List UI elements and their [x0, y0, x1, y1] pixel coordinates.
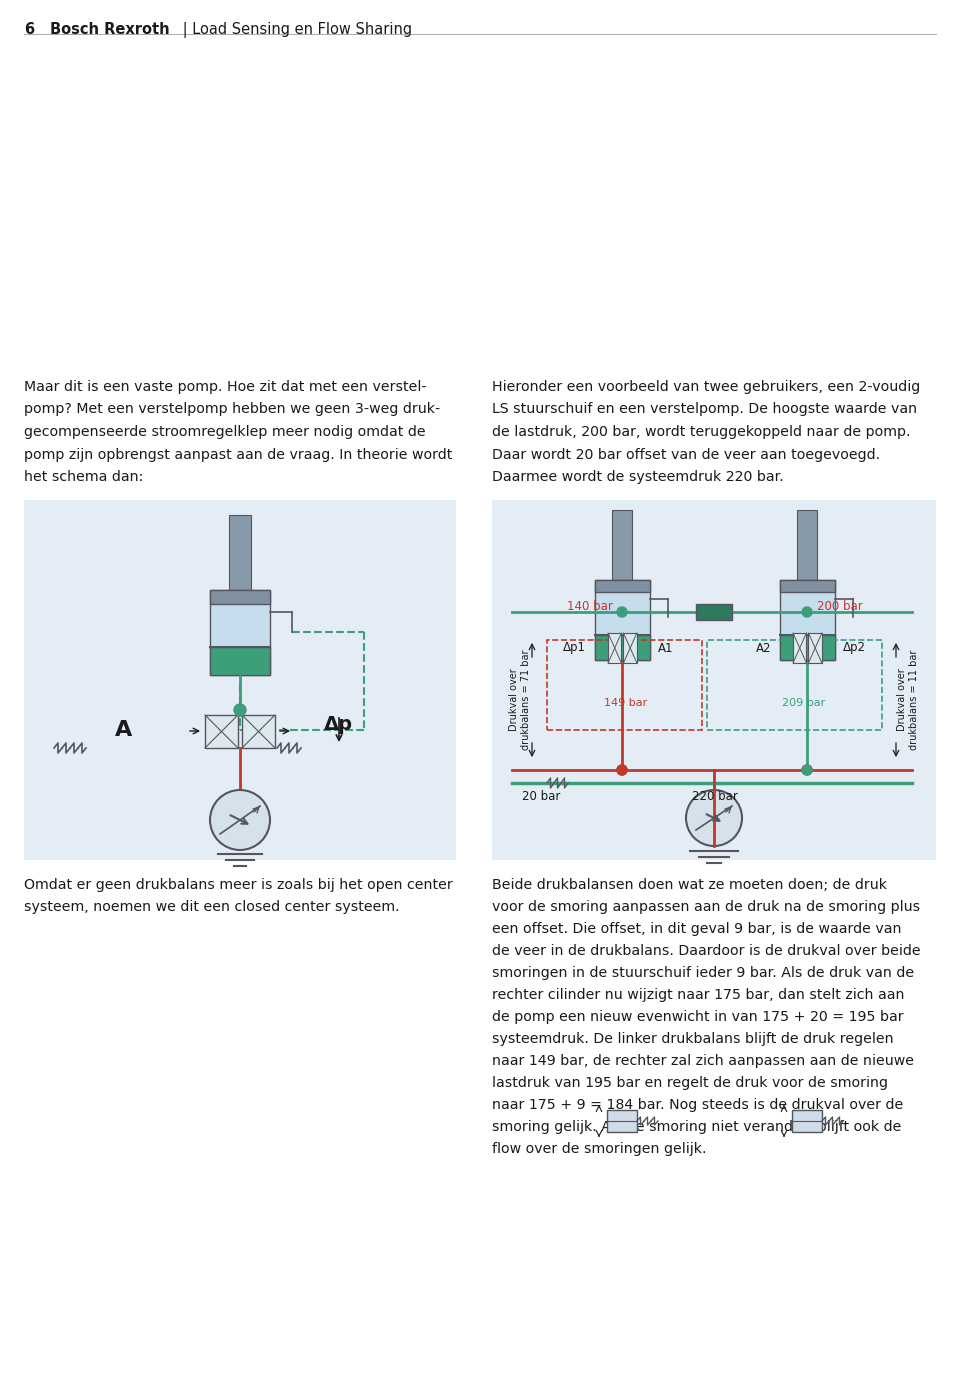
- Text: Δp2: Δp2: [843, 642, 866, 655]
- Bar: [210, 591, 270, 605]
- Bar: [608, 632, 621, 663]
- Text: Drukval over
drukbalans = 11 bar: Drukval over drukbalans = 11 bar: [898, 649, 919, 751]
- Text: Daarmee wordt de systeemdruk 220 bar.: Daarmee wordt de systeemdruk 220 bar.: [492, 469, 783, 483]
- Circle shape: [802, 765, 812, 775]
- Text: de pomp een nieuw evenwicht in van 175 + 20 = 195 bar: de pomp een nieuw evenwicht in van 175 +…: [492, 1010, 903, 1024]
- Bar: [594, 579, 650, 592]
- Bar: [229, 515, 251, 591]
- Bar: [780, 579, 834, 592]
- Text: Daar wordt 20 bar offset van de veer aan toegevoegd.: Daar wordt 20 bar offset van de veer aan…: [492, 447, 880, 461]
- Bar: [792, 1110, 822, 1133]
- Text: smoringen in de stuurschuif ieder 9 bar. Als de druk van de: smoringen in de stuurschuif ieder 9 bar.…: [492, 965, 914, 981]
- Bar: [210, 646, 270, 676]
- Text: 209 bar: 209 bar: [782, 698, 826, 708]
- Circle shape: [686, 790, 742, 846]
- Text: 6: 6: [24, 22, 35, 38]
- Bar: [242, 715, 275, 748]
- Text: | Load Sensing en Flow Sharing: | Load Sensing en Flow Sharing: [178, 22, 412, 38]
- Text: LS stuurschuif en een verstelpomp. De hoogste waarde van: LS stuurschuif en een verstelpomp. De ho…: [492, 403, 917, 417]
- Text: 140 bar: 140 bar: [567, 600, 612, 613]
- Text: naar 175 + 9 = 184 bar. Nog steeds is de drukval over de: naar 175 + 9 = 184 bar. Nog steeds is de…: [492, 1098, 903, 1112]
- Bar: [24, 500, 456, 859]
- Bar: [547, 639, 702, 730]
- Text: Bosch Rexroth: Bosch Rexroth: [50, 22, 170, 38]
- Bar: [707, 639, 882, 730]
- Bar: [612, 510, 632, 579]
- Bar: [492, 500, 936, 859]
- Text: smoring gelijk. Als de smoring niet verandert blijft ook de: smoring gelijk. Als de smoring niet vera…: [492, 1120, 901, 1134]
- Text: pomp zijn opbrengst aanpast aan de vraag. In theorie wordt: pomp zijn opbrengst aanpast aan de vraag…: [24, 447, 452, 461]
- Text: Hieronder een voorbeeld van twee gebruikers, een 2-voudig: Hieronder een voorbeeld van twee gebruik…: [492, 380, 921, 394]
- Circle shape: [617, 765, 627, 775]
- Bar: [808, 632, 822, 663]
- Circle shape: [802, 765, 812, 775]
- Circle shape: [617, 607, 627, 617]
- Text: naar 149 bar, de rechter zal zich aanpassen aan de nieuwe: naar 149 bar, de rechter zal zich aanpas…: [492, 1055, 914, 1068]
- Text: het schema dan:: het schema dan:: [24, 469, 143, 483]
- Bar: [623, 632, 636, 663]
- Text: A: A: [115, 720, 132, 740]
- Text: de veer in de drukbalans. Daardoor is de drukval over beide: de veer in de drukbalans. Daardoor is de…: [492, 944, 921, 958]
- Text: een offset. Die offset, in dit geval 9 bar, is de waarde van: een offset. Die offset, in dit geval 9 b…: [492, 922, 901, 936]
- Text: systeemdruk. De linker drukbalans blijft de druk regelen: systeemdruk. De linker drukbalans blijft…: [492, 1032, 894, 1046]
- Text: Δp1: Δp1: [563, 642, 586, 655]
- Bar: [594, 579, 650, 660]
- Text: Δp: Δp: [324, 716, 353, 734]
- Circle shape: [617, 765, 627, 775]
- Text: systeem, noemen we dit een closed center systeem.: systeem, noemen we dit een closed center…: [24, 900, 399, 914]
- Circle shape: [802, 607, 812, 617]
- Text: de lastdruk, 200 bar, wordt teruggekoppeld naar de pomp.: de lastdruk, 200 bar, wordt teruggekoppe…: [492, 425, 910, 439]
- Text: flow over de smoringen gelijk.: flow over de smoringen gelijk.: [492, 1142, 707, 1156]
- Text: 149 bar: 149 bar: [604, 698, 647, 708]
- Text: A2: A2: [756, 642, 771, 655]
- Text: Omdat er geen drukbalans meer is zoals bij het open center: Omdat er geen drukbalans meer is zoals b…: [24, 878, 453, 892]
- Text: pomp? Met een verstelpomp hebben we geen 3-weg druk-: pomp? Met een verstelpomp hebben we geen…: [24, 403, 441, 417]
- Text: lastdruk van 195 bar en regelt de druk voor de smoring: lastdruk van 195 bar en regelt de druk v…: [492, 1075, 888, 1089]
- Bar: [793, 632, 806, 663]
- Text: Maar dit is een vaste pomp. Hoe zit dat met een verstel-: Maar dit is een vaste pomp. Hoe zit dat …: [24, 380, 426, 394]
- Text: 200 bar: 200 bar: [817, 600, 863, 613]
- Bar: [210, 591, 270, 676]
- Text: Drukval over
drukbalans = 71 bar: Drukval over drukbalans = 71 bar: [509, 649, 531, 751]
- Bar: [696, 605, 732, 620]
- Bar: [594, 635, 650, 660]
- Bar: [780, 579, 834, 660]
- Circle shape: [210, 790, 270, 850]
- Text: rechter cilinder nu wijzigt naar 175 bar, dan stelt zich aan: rechter cilinder nu wijzigt naar 175 bar…: [492, 988, 904, 1002]
- Text: A1: A1: [658, 642, 674, 655]
- Text: gecompenseerde stroomregelklep meer nodig omdat de: gecompenseerde stroomregelklep meer nodi…: [24, 425, 425, 439]
- Bar: [797, 510, 817, 579]
- Text: 20 bar: 20 bar: [522, 790, 561, 802]
- Text: Beide drukbalansen doen wat ze moeten doen; de druk: Beide drukbalansen doen wat ze moeten do…: [492, 878, 887, 892]
- Text: voor de smoring aanpassen aan de druk na de smoring plus: voor de smoring aanpassen aan de druk na…: [492, 900, 920, 914]
- Bar: [780, 635, 834, 660]
- Circle shape: [234, 703, 246, 716]
- Bar: [205, 715, 238, 748]
- Bar: [607, 1110, 637, 1133]
- Text: 220 bar: 220 bar: [692, 790, 738, 802]
